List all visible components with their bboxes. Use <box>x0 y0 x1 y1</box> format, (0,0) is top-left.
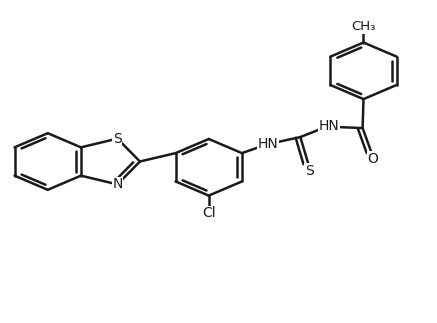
Text: O: O <box>368 151 378 166</box>
Text: S: S <box>113 131 122 146</box>
Text: CH₃: CH₃ <box>351 20 376 33</box>
Text: N: N <box>112 177 123 192</box>
Text: S: S <box>305 163 313 178</box>
Text: Cl: Cl <box>202 206 215 220</box>
Text: HN: HN <box>258 137 278 151</box>
Text: HN: HN <box>318 119 339 133</box>
